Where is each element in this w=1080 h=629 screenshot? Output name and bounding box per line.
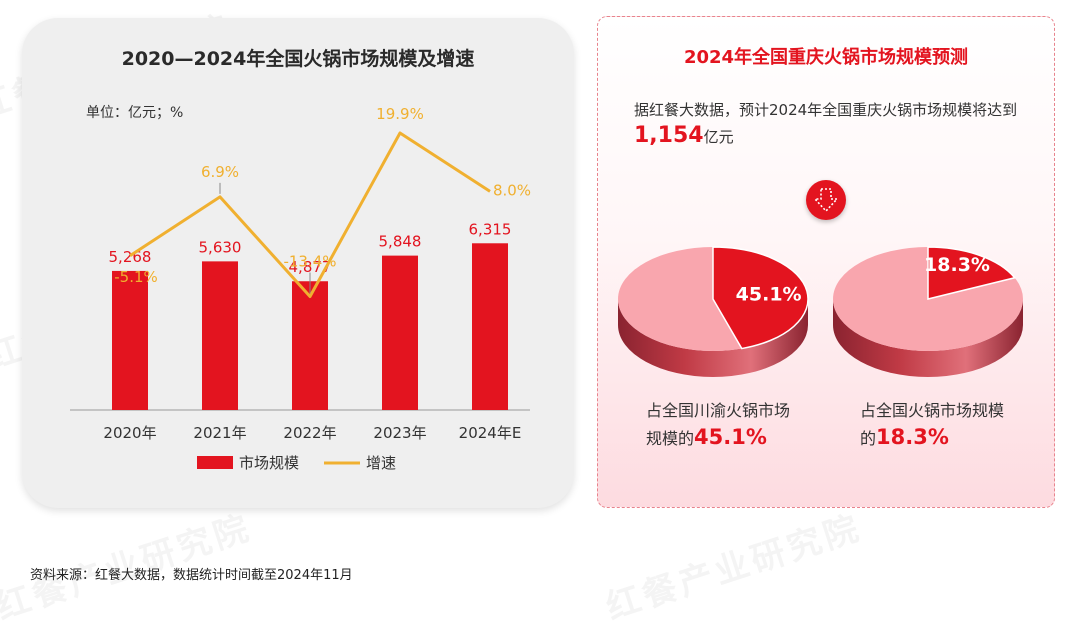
forecast-value-unit: 亿元 (703, 128, 734, 146)
legend-bar-swatch (197, 456, 233, 469)
growth-value-label: -5.1% (114, 268, 158, 286)
bar-2020年 (112, 270, 148, 410)
bar-2024年E (472, 243, 508, 410)
bar-value-label: 5,848 (379, 233, 422, 251)
market-size-chart-card: 2020—2024年全国火锅市场规模及增速 单位：亿元；% 5,268 5,630… (22, 18, 574, 508)
x-tick-label: 2022年 (283, 424, 336, 442)
chongqing-forecast-card: 2024年全国重庆火锅市场规模预测 据红餐大数据，预计2024年全国重庆火锅市场… (597, 16, 1055, 508)
pie-caption-line1: 占全国川渝火锅市场 (646, 401, 791, 420)
chart-title: 2020—2024年全国火锅市场规模及增速 (121, 48, 475, 70)
legend-line-label: 增速 (366, 454, 396, 472)
source-note: 资料来源：红餐大数据，数据统计时间截至2024年11月 (30, 568, 353, 583)
bar-2022年 (292, 281, 328, 410)
pie-side-wall (618, 299, 808, 377)
pie-highlight-slice (712, 246, 809, 350)
bar-2023年 (382, 255, 418, 410)
forecast-value: 1,154 (634, 123, 704, 148)
pie-side-wall (833, 299, 1023, 377)
x-tick-label: 2024年E (459, 424, 522, 442)
bar-value-label: 5,630 (199, 238, 242, 256)
pie-highlight-slice (927, 246, 1017, 300)
pie-caption-prefix: 的 (860, 429, 877, 448)
bar-value-label: 5,268 (109, 248, 152, 266)
down-arrow-icon (806, 180, 846, 220)
bar-2021年 (202, 261, 238, 410)
pie-value-label: 18.3% (924, 254, 990, 276)
forecast-title: 2024年全国重庆火锅市场规模预测 (683, 47, 969, 68)
pie-caption-line1: 占全国火锅市场规模 (860, 401, 1005, 420)
combo-chart: 5,268 5,630 4,877 5,848 6,315 2020年 2021年 2022年… (70, 105, 531, 472)
legend-bar-label: 市场规模 (239, 454, 299, 472)
forecast-text-prefix: 据红餐大数据，预计2024年全国重庆火锅市场规模将达到 (634, 101, 1018, 119)
pie-caption-highlight: 45.1% (694, 425, 767, 449)
x-tick-label: 2021年 (193, 424, 246, 442)
bar-value-label: 6,315 (469, 220, 512, 238)
pie-caption-highlight: 18.3% (876, 425, 949, 449)
growth-line (129, 131, 491, 299)
growth-value-label: 6.9% (201, 163, 239, 181)
pie-caption-sichuan-chongqing: 占全国川渝火锅市场 规模的45.1% (646, 397, 790, 452)
growth-value-label: 19.9% (376, 105, 424, 123)
pie-value-label: 45.1% (736, 284, 802, 306)
forecast-text: 据红餐大数据，预计2024年全国重庆火锅市场规模将达到 1,154亿元 (634, 97, 1034, 150)
growth-value-label: 8.0% (493, 181, 531, 199)
watermark: 红餐产业研究院 (601, 507, 867, 628)
unit-label: 单位：亿元；% (86, 105, 184, 121)
pie-caption-national: 占全国火锅市场规模 的18.3% (860, 397, 1004, 452)
growth-value-label: -13.4% (283, 253, 336, 271)
pie-caption-prefix: 规模的 (646, 429, 695, 448)
bar-value-label: 4,877 (289, 258, 332, 276)
share-pies: 45.1% 18.3% (618, 246, 1023, 377)
x-tick-label: 2020年 (103, 424, 156, 442)
x-tick-label: 2023年 (373, 424, 426, 442)
